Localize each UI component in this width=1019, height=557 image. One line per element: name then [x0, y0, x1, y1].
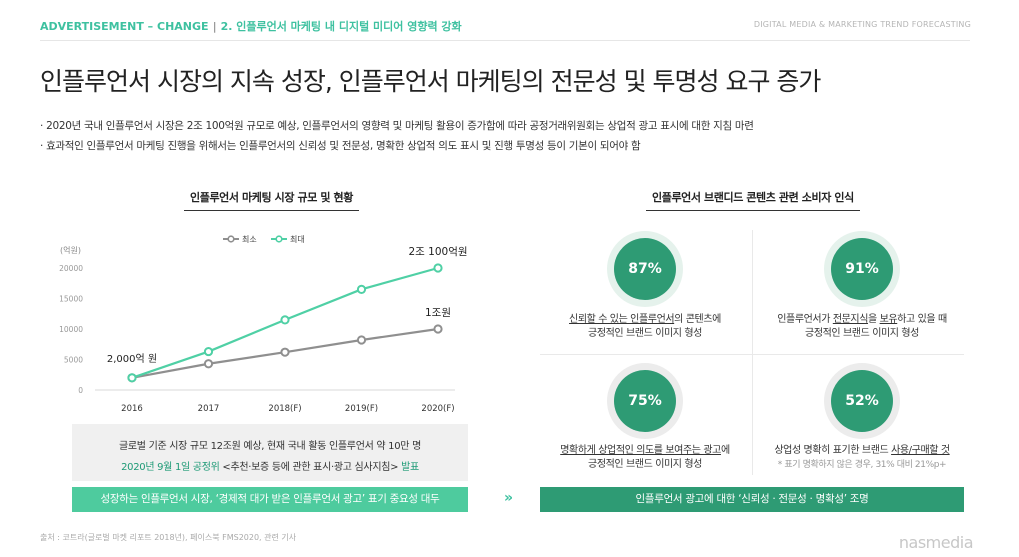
page-title: 인플루언서 시장의 지속 성장, 인플루언서 마케팅의 전문성 및 투명성 요구… [40, 67, 821, 96]
legend-marker-1 [275, 235, 283, 243]
grid-horizontal-divider [540, 354, 964, 355]
brand-logo: nasmedia [898, 533, 974, 552]
stat-circle-purchase: 52% [831, 370, 893, 432]
stat-caption-expertise: 인플루언서가 전문지식을 보유하고 있을 때 긍정적인 브랜드 이미지 형성 [752, 313, 972, 341]
stat-keyword: 신뢰할 수 있는 인플루언서 [569, 314, 675, 325]
stat-text: 하고 있을 때 [897, 314, 947, 325]
header-category: ADVERTISEMENT – CHANGE | 2. 인플루언서 마케팅 내 디지… [40, 18, 462, 34]
summary-date-highlight: 2020년 9월 1일 공정위 [121, 462, 220, 473]
market-summary-box [72, 424, 468, 481]
x-tick-label: 2016 [121, 404, 143, 414]
stat-caption-purchase: 상업성 명확히 표기한 브랜드 사용/구매할 것 * 표기 명확하지 않은 경우… [752, 444, 972, 472]
y-tick-label: 15000 [59, 295, 83, 304]
market-summary-line1: 글로벌 기준 시장 규모 12조원 예상, 현재 국내 활동 인플루언서 약 1… [119, 441, 421, 452]
data-point [433, 324, 443, 334]
data-point [203, 359, 214, 369]
x-tick-label: 2017 [198, 404, 220, 414]
header-tag: ADVERTISEMENT – CHANGE [40, 20, 209, 33]
grid-vertical-divider [752, 230, 753, 475]
stat-circle-clarity: 75% [614, 370, 676, 432]
data-point [356, 335, 367, 345]
annotation-start: 2,000억 원 [107, 353, 157, 365]
data-point [280, 347, 290, 357]
stat-keyword: 명확하게 상업적인 의도를 보여주는 광고 [560, 445, 721, 456]
legend-marker-0 [227, 235, 235, 243]
market-section-title: 인플루언서 마케팅 시장 규모 및 현황 [184, 191, 359, 211]
data-point [203, 346, 214, 357]
stat-text-line2: 긍정적인 브랜드 이미지 형성 [588, 459, 702, 470]
y-unit-label: (억원) [60, 245, 81, 255]
data-point [356, 284, 367, 294]
bullet-item: · 효과적인 인플루언서 마케팅 진행을 위해서는 인플루언서의 신뢰성 및 전… [40, 140, 641, 152]
bullet-list: · 2020년 국내 인플루언서 시장은 2조 100억원 규모로 예상, 인플… [40, 116, 754, 156]
stat-circle-trust: 87% [614, 238, 676, 300]
x-tick-label: 2020(F) [421, 404, 454, 414]
stat-keyword: 전문지식 [832, 314, 869, 325]
summary-announce: 발표 [398, 462, 419, 473]
legend-label-0: 최소 [242, 234, 257, 244]
stat-text: 에 [720, 445, 730, 456]
stat-keyword: 사용/구매할 것 [891, 445, 950, 456]
stat-caption-clarity: 명확하게 상업적인 의도를 보여주는 광고에 긍정적인 브랜드 이미지 형성 [535, 444, 755, 472]
stat-keyword: 보유 [879, 314, 898, 325]
stat-caption-trust: 신뢰할 수 있는 인플루언서의 콘텐츠에 긍정적인 브랜드 이미지 형성 [535, 313, 755, 341]
stat-text: 의 콘텐츠에 [674, 314, 721, 325]
stat-text: 인플루언서가 [777, 314, 833, 325]
legend-label-1: 최대 [290, 234, 305, 244]
bullet-item: · 2020년 국내 인플루언서 시장은 2조 100억원 규모로 예상, 인플… [40, 120, 754, 132]
x-tick-label: 2018(F) [268, 404, 301, 414]
y-tick-label: 10000 [59, 325, 83, 334]
data-point [280, 315, 290, 325]
header-section: 2. 인플루언서 마케팅 내 디지털 미디어 영향력 강화 [220, 20, 462, 33]
market-summary-line2: 2020년 9월 1일 공정위 <추천·보증 등에 관한 표시·광고 심사지침>… [72, 458, 468, 473]
stat-circle-expertise: 91% [831, 238, 893, 300]
summary-guideline: <추천·보증 등에 관한 표시·광고 심사지침> [219, 462, 399, 473]
x-tick-label: 2019(F) [345, 404, 378, 414]
perception-section-title: 인플루언서 브랜디드 콘텐츠 관련 소비자 인식 [646, 191, 860, 211]
annotation-min-end: 1조원 [425, 307, 451, 319]
source-footnote: 출처 : 코트라(글로벌 마켓 리포트 2018년), 페이스북 FMS2020… [40, 533, 297, 542]
double-arrow-icon: » [504, 490, 513, 506]
stat-text-line2: 긍정적인 브랜드 이미지 형성 [588, 328, 702, 339]
stat-text: 상업성 명확히 표기한 브랜드 [774, 445, 892, 456]
data-point [127, 373, 137, 383]
y-tick-label: 5000 [64, 356, 83, 365]
market-line-chart: (억원) 0 5000 10000 15000 20000 2016 2017 2018(F) 2… [59, 234, 467, 414]
data-point [433, 263, 443, 273]
stat-text: 을 [868, 314, 880, 325]
stat-text-line2: 긍정적인 브랜드 이미지 형성 [805, 328, 919, 339]
perception-conclusion-bar: 인플루언서 광고에 대한 ‘신뢰성 · 전문성 · 명확성’ 조명 [540, 487, 964, 512]
y-tick-label: 20000 [59, 264, 83, 273]
header-right-label: DIGITAL MEDIA & MARKETING TREND FORECAST… [753, 20, 971, 29]
header-divider [40, 40, 970, 41]
stat-footnote: * 표기 명확하지 않은 경우, 31% 대비 21%p+ [777, 460, 947, 470]
header-separator: | [212, 20, 217, 33]
y-tick-label: 0 [78, 386, 83, 395]
market-conclusion-bar: 성장하는 인플루언서 시장, ‘경제적 대가 받은 인플루언서 광고’ 표기 중… [72, 487, 468, 512]
annotation-max-end: 2조 100억원 [408, 246, 467, 258]
